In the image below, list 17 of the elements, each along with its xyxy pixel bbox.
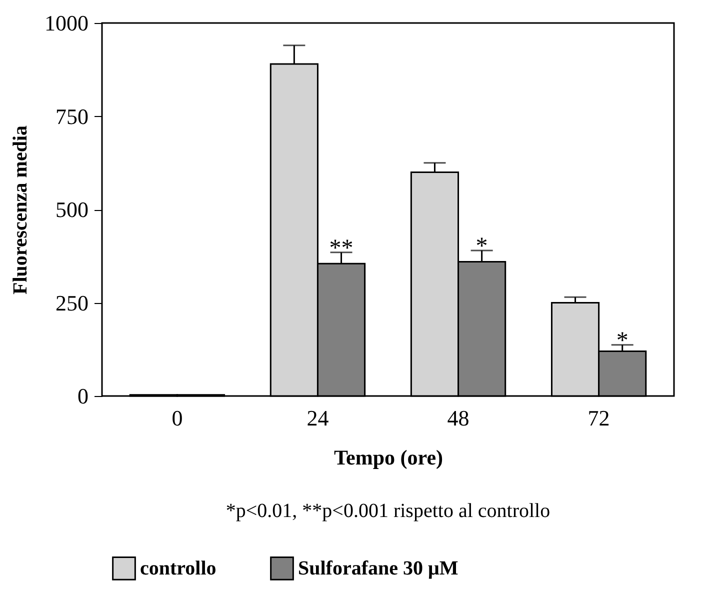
x-tick-label: 24 bbox=[306, 406, 329, 430]
x-tick-label: 0 bbox=[172, 406, 183, 430]
legend-label: controllo bbox=[140, 557, 216, 580]
annotation: ** bbox=[329, 235, 354, 262]
text: *p<0.01, **p<0.001 rispetto al controllo bbox=[226, 500, 550, 522]
y-axis-title: Fluorescenza media bbox=[10, 125, 32, 295]
y-tick-label: 0 bbox=[78, 384, 88, 408]
y-tick-label: 500 bbox=[56, 197, 88, 222]
x-tick-label: 48 bbox=[447, 406, 470, 430]
x-tick-label: 72 bbox=[588, 406, 610, 430]
legend-label: Sulforafane 30 μM bbox=[298, 557, 458, 580]
y-tick-label: 750 bbox=[56, 104, 88, 129]
annotation: * bbox=[476, 234, 488, 260]
y-tick-label: 1000 bbox=[44, 10, 88, 36]
x-axis-title: Tempo (ore) bbox=[334, 446, 444, 470]
annotation: * bbox=[616, 328, 628, 354]
y-tick-label: 250 bbox=[56, 290, 88, 316]
